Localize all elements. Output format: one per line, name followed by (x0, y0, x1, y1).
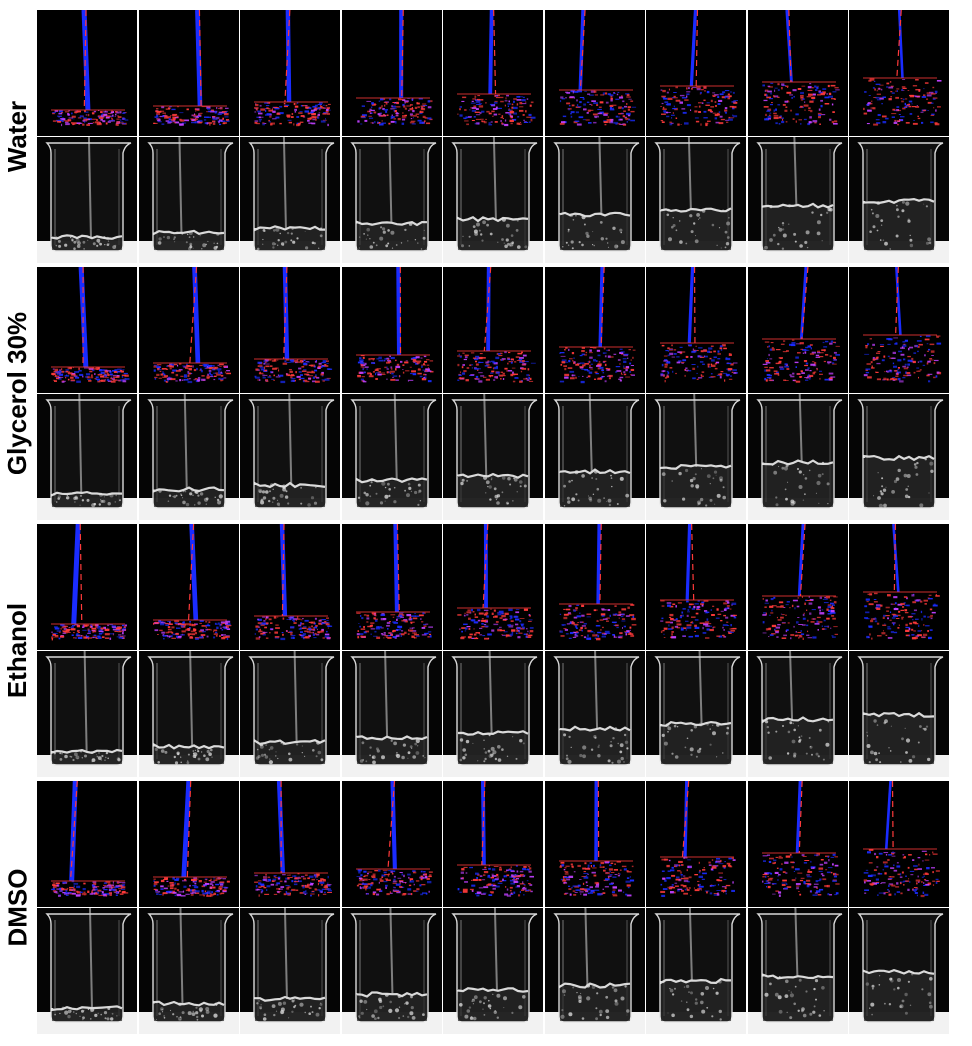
flow-visualization-frame (37, 781, 137, 907)
flow-visualization-frame (443, 781, 543, 907)
flow-visualization-frame (748, 10, 848, 136)
flow-visualization-frame (37, 524, 137, 650)
flow-visualization-frame (139, 524, 239, 650)
beaker-photo-frame (849, 651, 949, 777)
beaker-photo-frame (139, 908, 239, 1034)
beaker-photo-frame (646, 908, 746, 1034)
row-label: Ethanol (0, 524, 36, 777)
beaker-photo-frame (545, 908, 645, 1034)
beaker-photo-frame (849, 908, 949, 1034)
beaker-photo-frame (37, 908, 137, 1034)
beaker-photo-frame (240, 908, 340, 1034)
flow-visualization-frame (849, 10, 949, 136)
beaker-photo-frame (342, 651, 442, 777)
beaker-photo-frame (748, 394, 848, 520)
flow-visualization-frame (849, 524, 949, 650)
beaker-photo-frame (139, 651, 239, 777)
beaker-photo-frame (849, 394, 949, 520)
beaker-photo-frame (545, 651, 645, 777)
flow-visualization-frame (139, 267, 239, 393)
flow-visualization-frame (443, 10, 543, 136)
beaker-photo-frame (37, 137, 137, 263)
beaker-photo-frame (545, 394, 645, 520)
flow-visualization-frame (342, 781, 442, 907)
flow-visualization-frame (342, 10, 442, 136)
flow-visualization-frame (748, 524, 848, 650)
flow-visualization-frame (443, 267, 543, 393)
beaker-photo-frame (748, 651, 848, 777)
row-label-text: Water (3, 101, 34, 172)
flow-visualization-frame (545, 781, 645, 907)
beaker-photo-frame (545, 137, 645, 263)
row-label-text: DMSO (3, 869, 34, 947)
flow-visualization-frame (849, 781, 949, 907)
beaker-photo-frame (849, 137, 949, 263)
flow-visualization-frame (139, 10, 239, 136)
beaker-photo-frame (748, 137, 848, 263)
beaker-photo-frame (342, 908, 442, 1034)
flow-visualization-frame (240, 10, 340, 136)
row-label: Glycerol 30% (0, 267, 36, 520)
beaker-photo-frame (646, 137, 746, 263)
flow-visualization-frame (545, 10, 645, 136)
beaker-photo-frame (443, 908, 543, 1034)
flow-visualization-frame (37, 267, 137, 393)
beaker-photo-frame (37, 394, 137, 520)
row-label-text: Glycerol 30% (3, 312, 34, 475)
beaker-photo-frame (443, 651, 543, 777)
beaker-photo-frame (139, 394, 239, 520)
beaker-photo-frame (37, 651, 137, 777)
flow-visualization-frame (240, 524, 340, 650)
beaker-photo-frame (646, 394, 746, 520)
flow-visualization-frame (545, 524, 645, 650)
beaker-photo-frame (139, 137, 239, 263)
flow-visualization-frame (342, 524, 442, 650)
beaker-photo-frame (240, 394, 340, 520)
flow-visualization-frame (139, 781, 239, 907)
flow-visualization-frame (443, 524, 543, 650)
flow-visualization-frame (646, 267, 746, 393)
beaker-photo-frame (443, 394, 543, 520)
row-label-text: Ethanol (3, 603, 34, 698)
flow-visualization-frame (646, 10, 746, 136)
row-label: Water (0, 10, 36, 263)
flow-visualization-frame (748, 267, 848, 393)
beaker-photo-frame (646, 651, 746, 777)
flow-visualization-frame (646, 781, 746, 907)
flow-visualization-frame (545, 267, 645, 393)
flow-visualization-frame (748, 781, 848, 907)
row-label: DMSO (0, 781, 36, 1034)
beaker-photo-frame (342, 137, 442, 263)
flow-visualization-frame (240, 267, 340, 393)
beaker-photo-frame (240, 137, 340, 263)
flow-visualization-frame (849, 267, 949, 393)
flow-visualization-frame (646, 524, 746, 650)
beaker-photo-frame (443, 137, 543, 263)
beaker-photo-frame (748, 908, 848, 1034)
flow-visualization-frame (37, 10, 137, 136)
beaker-photo-frame (240, 651, 340, 777)
flow-visualization-frame (342, 267, 442, 393)
flow-visualization-frame (240, 781, 340, 907)
beaker-photo-frame (342, 394, 442, 520)
